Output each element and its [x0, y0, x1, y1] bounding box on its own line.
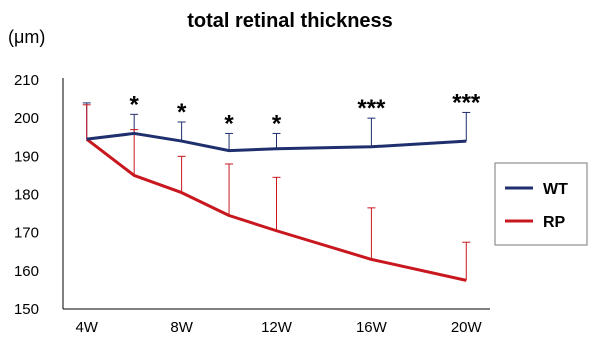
- x-tick-label-12W: 12W: [261, 319, 293, 336]
- significance-mark-1: *: [177, 99, 187, 126]
- y-tick-label-190: 190: [14, 148, 39, 165]
- significance-mark-0: *: [129, 91, 139, 118]
- chart-title: total retinal thickness: [187, 10, 393, 32]
- x-tick-label-8W: 8W: [170, 319, 193, 336]
- y-tick-label-160: 160: [14, 263, 39, 280]
- legend-box: [494, 162, 588, 246]
- significance-mark-5: ***: [452, 89, 481, 116]
- series-lines: [85, 131, 467, 282]
- y-axis-unit: (μm): [8, 27, 45, 47]
- y-tick-label-210: 210: [14, 72, 39, 89]
- series-line-RP: [85, 137, 467, 282]
- legend-label-RP: RP: [543, 214, 566, 231]
- error-bars: [82, 102, 471, 281]
- significance-mark-4: ***: [357, 95, 386, 122]
- axes: [62, 78, 490, 310]
- legend: WT RP: [494, 162, 588, 246]
- tick-labels: 150 160 170 180 190 200 210 4W 8W 12W 16W 20W: [14, 72, 483, 336]
- significance-mark-2: *: [224, 110, 234, 137]
- y-tick-label-200: 200: [14, 110, 39, 127]
- y-tick-label-180: 180: [14, 187, 39, 204]
- significance-annotations: * * * **** ***: [129, 89, 480, 137]
- legend-label-WT: WT: [543, 181, 568, 198]
- x-tick-label-16W: 16W: [356, 319, 388, 336]
- y-tick-label-170: 170: [14, 225, 39, 242]
- significance-mark-3: *: [272, 110, 282, 137]
- series-line-WT: [86, 131, 467, 153]
- x-tick-label-4W: 4W: [75, 319, 98, 336]
- y-tick-label-150: 150: [14, 301, 39, 318]
- x-tick-label-20W: 20W: [451, 319, 483, 336]
